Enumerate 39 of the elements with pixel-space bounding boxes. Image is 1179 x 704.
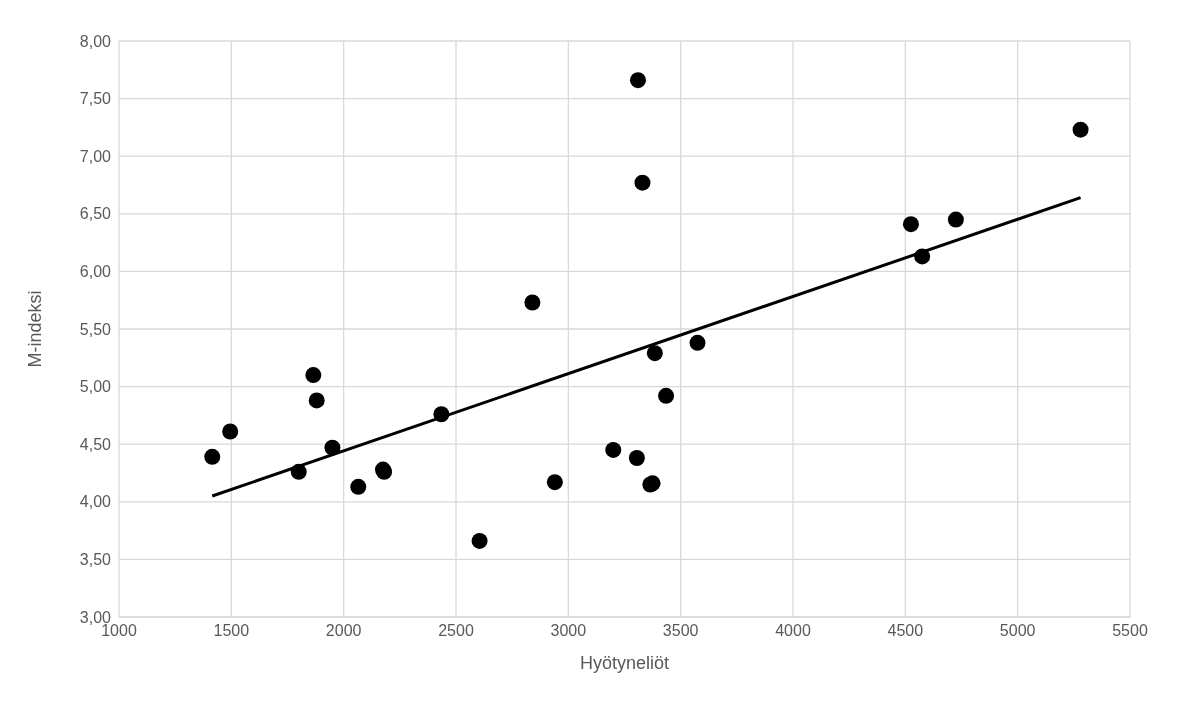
point <box>350 478 367 495</box>
y-tick-label: 5,50 <box>79 320 112 338</box>
point <box>524 294 541 311</box>
y-tick-label: 8,00 <box>79 32 112 50</box>
point <box>546 474 563 491</box>
y-tick-label: 3,50 <box>79 551 112 569</box>
point <box>689 334 706 351</box>
point <box>308 392 325 409</box>
y-tick-label: 4,50 <box>79 435 112 453</box>
x-axis-title: Hyötyneliöt <box>579 653 670 673</box>
y-tick-label: 7,00 <box>79 147 112 165</box>
point <box>605 441 622 458</box>
y-axis-title: M-indeksi <box>25 290 46 368</box>
point <box>628 450 645 467</box>
y-tick-label: 6,00 <box>79 263 112 281</box>
point <box>947 211 964 228</box>
x-tick-label: 3500 <box>662 622 699 640</box>
point <box>305 367 322 384</box>
y-tick-label: 7,50 <box>79 90 112 108</box>
point <box>646 345 663 362</box>
point <box>658 387 675 404</box>
x-tick-label: 4000 <box>775 622 811 640</box>
point <box>222 423 239 440</box>
x-tick-label: 5500 <box>1112 622 1148 640</box>
y-tick-label: 5,00 <box>79 378 112 396</box>
x-tick-label: 4500 <box>887 622 924 640</box>
x-tick-label: 5000 <box>999 622 1036 640</box>
y-tick-label: 6,50 <box>79 205 112 223</box>
point <box>902 216 919 233</box>
x-tick-label: 2000 <box>325 622 362 640</box>
x-tick-label: 2500 <box>438 622 474 640</box>
point <box>629 72 646 89</box>
point <box>1072 121 1089 138</box>
y-tick-label: 4,00 <box>79 493 112 511</box>
point <box>204 448 221 465</box>
point <box>634 174 651 191</box>
x-tick-label: 3000 <box>550 622 587 640</box>
x-tick-label: 1500 <box>213 622 250 640</box>
point <box>471 532 488 549</box>
